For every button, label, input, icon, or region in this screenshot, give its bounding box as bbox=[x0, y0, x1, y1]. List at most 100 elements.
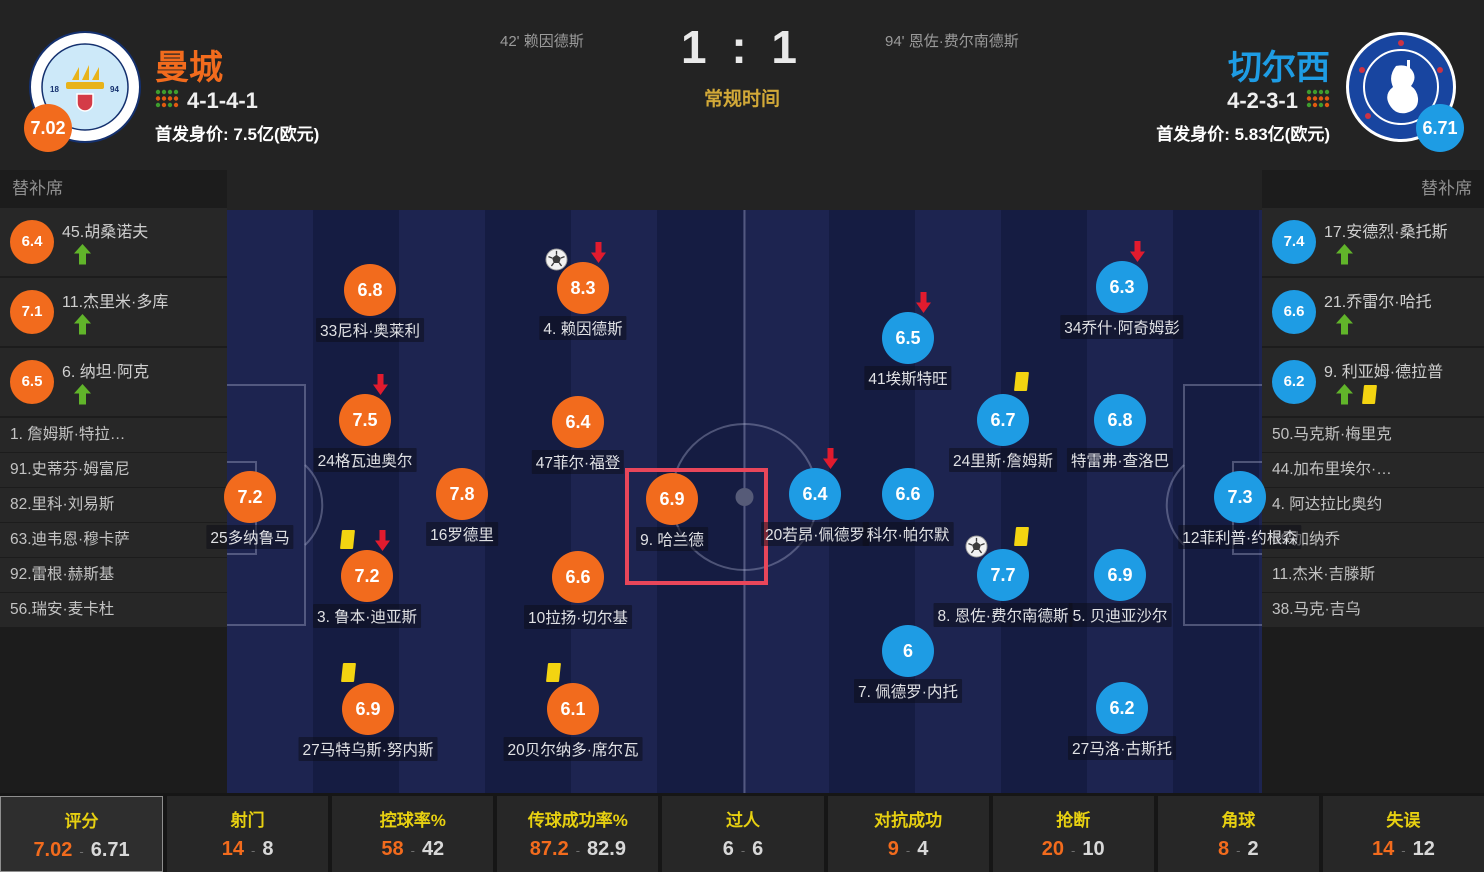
player-rating: 6.4 bbox=[789, 468, 841, 520]
bench-player-row[interactable]: 6.6 21.乔雷尔·哈托 bbox=[1262, 278, 1484, 346]
bench-title: 替补席 bbox=[1421, 179, 1472, 198]
bench-player-name: 92.雷根·赫斯基 bbox=[10, 566, 115, 583]
player-name: 特雷弗·查洛巴 bbox=[1066, 448, 1174, 472]
player-rating: 6.9 bbox=[646, 473, 698, 525]
bench-status-icons bbox=[74, 384, 91, 410]
bench-player-row[interactable]: 7.1 11.杰里米·多库 bbox=[0, 278, 227, 346]
bench-player-row[interactable]: 1. 詹姆斯·特拉… bbox=[0, 418, 227, 452]
pitch bbox=[227, 170, 1262, 793]
bench-player-row[interactable]: 44.加布里埃尔·… bbox=[1262, 453, 1484, 487]
bench-player-name: 44.加布里埃尔·… bbox=[1272, 461, 1392, 478]
sub-in-arrow-icon bbox=[74, 314, 91, 340]
bench-player-name: 6. 纳坦·阿克 bbox=[62, 364, 150, 381]
player-name: 3. 鲁本·迪亚斯 bbox=[313, 604, 421, 628]
yellow-card-icon bbox=[1014, 527, 1029, 551]
player-name: 47菲尔·福登 bbox=[531, 450, 625, 474]
stat-values: 58-42 bbox=[381, 838, 444, 861]
bench-player-row[interactable]: 6.4 45.胡桑诺夫 bbox=[0, 208, 227, 276]
home-stat-value: 6 bbox=[722, 838, 734, 860]
player-name: 20若昂·佩德罗 bbox=[761, 522, 869, 546]
home-stat-value: 14 bbox=[221, 838, 245, 860]
stat-label: 失误 bbox=[1386, 811, 1421, 830]
player-name: 9. 哈兰德 bbox=[636, 527, 708, 551]
home-stat-value: 9 bbox=[887, 838, 899, 860]
stat-cell[interactable]: 传球成功率% 87.2-82.9 bbox=[497, 796, 659, 872]
stat-cell[interactable]: 射门 14-8 bbox=[167, 796, 329, 872]
bench-player-row[interactable]: 82.里科·刘易斯 bbox=[0, 488, 227, 522]
stat-separator: - bbox=[410, 843, 415, 858]
stat-label: 过人 bbox=[725, 811, 760, 830]
bench-home-list: 6.4 45.胡桑诺夫 7.1 11.杰里米·多库 6.5 6. 纳坦·阿克 1. 詹姆斯·… bbox=[0, 208, 227, 627]
bench-player-row[interactable]: 50.马克斯·梅里克 bbox=[1262, 418, 1484, 452]
bench-player-row[interactable]: 56.瑞安·麦卡杜 bbox=[0, 593, 227, 627]
away-stat-value: 12 bbox=[1412, 838, 1435, 860]
away-formation: 4-2-3-1 bbox=[1227, 88, 1298, 113]
player-name: 24格瓦迪奥尔 bbox=[313, 448, 417, 472]
stat-cell[interactable]: 失误 14-12 bbox=[1322, 796, 1484, 872]
away-stat-value: 42 bbox=[421, 838, 445, 860]
bench-player-row[interactable]: 92.雷根·赫斯基 bbox=[0, 558, 227, 592]
stat-cell[interactable]: 角球 8-2 bbox=[1157, 796, 1319, 872]
away-team-name[interactable]: 切尔西 bbox=[1228, 49, 1330, 87]
bench-home-panel: 替补席 6.4 45.胡桑诺夫 7.1 11.杰里米·多库 6.5 6. 纳坦·阿克 1. … bbox=[0, 170, 227, 793]
bench-player-row[interactable]: 6.2 9. 利亚姆·德拉普 bbox=[1262, 348, 1484, 416]
stat-values: 20-10 bbox=[1042, 838, 1105, 861]
player-rating: 7.7 bbox=[977, 549, 1029, 601]
stat-cell[interactable]: 控球率% 58-42 bbox=[332, 796, 494, 872]
player-name: 34乔什·阿奇姆彭 bbox=[1060, 315, 1184, 339]
stat-cell[interactable]: 过人 6-6 bbox=[662, 796, 824, 872]
goal-ball-icon bbox=[965, 535, 988, 563]
stat-separator: - bbox=[251, 843, 256, 858]
bench-player-row[interactable]: 7.4 17.安德烈·桑托斯 bbox=[1262, 208, 1484, 276]
player-rating: 7.3 bbox=[1214, 471, 1266, 523]
stat-separator: - bbox=[905, 843, 911, 858]
stat-label: 传球成功率% bbox=[527, 811, 628, 830]
stat-values: 6-6 bbox=[723, 838, 764, 861]
stat-label: 抢断 bbox=[1056, 811, 1091, 830]
bench-player-name: 21.乔雷尔·哈托 bbox=[1324, 294, 1432, 311]
player-rating: 6.7 bbox=[977, 394, 1029, 446]
away-market-value: 首发身价: 5.83亿(欧元) bbox=[1156, 125, 1330, 144]
player-rating: 6.9 bbox=[342, 683, 394, 735]
bench-player-row[interactable]: 11.杰米·吉滕斯 bbox=[1262, 558, 1484, 592]
stat-values: 7.02-6.71 bbox=[33, 839, 129, 862]
player-name: 33尼科·奥莱利 bbox=[316, 318, 424, 342]
home-team-name[interactable]: 曼城 bbox=[155, 49, 223, 87]
player-name: 10拉扬·切尔基 bbox=[524, 605, 632, 629]
player-rating-badge: 7.4 bbox=[1272, 220, 1316, 264]
bench-player-row[interactable]: 4. 阿达拉比奥约 bbox=[1262, 488, 1484, 522]
player-rating: 7.2 bbox=[224, 471, 276, 523]
player-rating: 6.6 bbox=[882, 468, 934, 520]
stat-label: 控球率% bbox=[379, 811, 446, 830]
bench-status-icons bbox=[1336, 314, 1353, 340]
bench-player-name: 50.马克斯·梅里克 bbox=[1272, 426, 1392, 443]
stat-label: 射门 bbox=[230, 811, 265, 830]
bench-title: 替补席 bbox=[12, 179, 63, 198]
player-rating: 6.6 bbox=[552, 551, 604, 603]
match-score: 1 : 1 bbox=[680, 21, 804, 73]
away-stat-value: 2 bbox=[1247, 838, 1259, 860]
sub-in-arrow-icon bbox=[1336, 244, 1353, 270]
stat-label: 角球 bbox=[1221, 811, 1256, 830]
goal-ball-icon bbox=[545, 248, 568, 276]
bench-player-row[interactable]: 38.马克·吉乌 bbox=[1262, 593, 1484, 627]
home-stat-value: 58 bbox=[381, 838, 404, 860]
bench-player-row[interactable]: 91.史蒂芬·姆富尼 bbox=[0, 453, 227, 487]
svg-text:94: 94 bbox=[110, 85, 119, 94]
stat-cell[interactable]: 抢断 20-10 bbox=[992, 796, 1154, 872]
bench-player-row[interactable]: 63.迪韦恩·穆卡萨 bbox=[0, 523, 227, 557]
stat-cell[interactable]: 评分 7.02-6.71 bbox=[0, 796, 164, 872]
player-name: 41埃斯特旺 bbox=[864, 366, 952, 390]
player-rating: 6.8 bbox=[1094, 394, 1146, 446]
bench-status-icons bbox=[1336, 384, 1377, 410]
stat-separator: - bbox=[1401, 843, 1406, 858]
bench-player-row[interactable]: 6.5 6. 纳坦·阿克 bbox=[0, 348, 227, 416]
player-name: 25多纳鲁马 bbox=[206, 525, 294, 549]
bench-player-name: 11.杰里米·多库 bbox=[62, 294, 169, 311]
bench-player-name: 17.安德烈·桑托斯 bbox=[1324, 224, 1448, 241]
bench-player-name: 56.瑞安·麦卡杜 bbox=[10, 601, 115, 618]
stat-values: 14-12 bbox=[1372, 838, 1435, 861]
player-name: 科尔·帕尔默 bbox=[862, 522, 954, 546]
stat-cell[interactable]: 对抗成功 9-4 bbox=[827, 796, 989, 872]
